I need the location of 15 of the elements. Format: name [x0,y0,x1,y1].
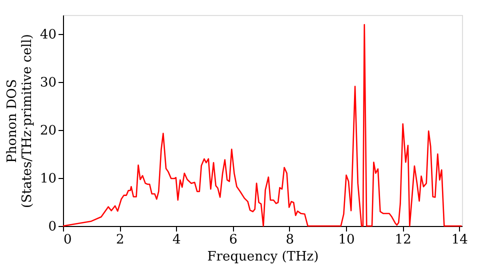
x-tick-label: 0 [64,232,72,248]
y-tick-label: 30 [40,76,56,91]
x-tick-label: 12 [394,232,412,248]
y-tick-label: 40 [40,28,56,43]
y-axis-title: Phonon DOS (States/THz·primitive cell) [4,34,35,208]
x-tick-label: 10 [338,232,355,248]
x-tick-label: 14 [451,232,468,248]
y-tick-label: 20 [40,124,56,139]
x-tick-label: 2 [116,232,124,248]
x-axis-title: Frequency (THz) [207,250,319,264]
x-tick-label: 4 [172,232,181,248]
y-tick-label: 0 [48,220,56,234]
x-tick-label: 6 [229,232,238,248]
x-tick-label: 8 [286,232,294,248]
y-tick-label: 10 [40,172,56,187]
